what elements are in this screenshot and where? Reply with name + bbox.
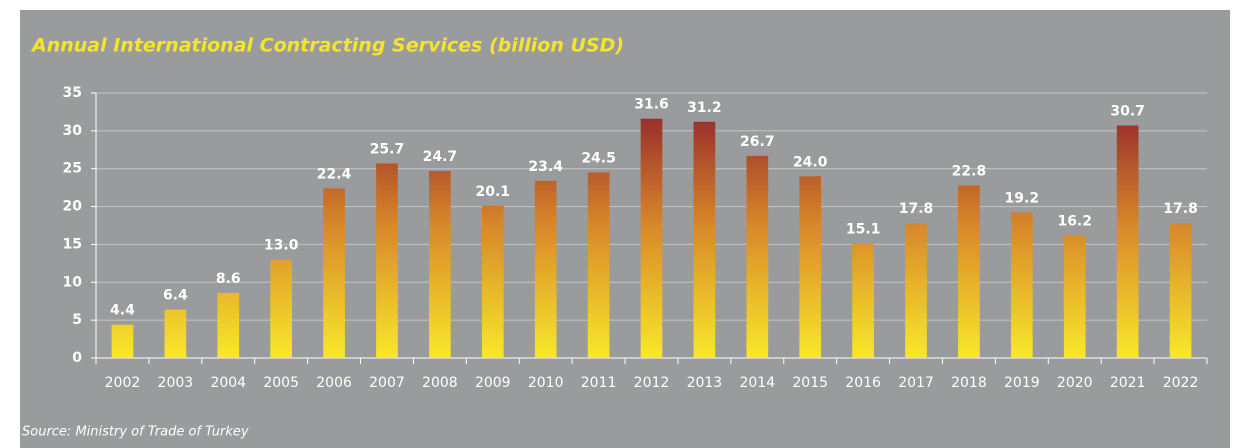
- bar: [852, 243, 874, 358]
- bar: [746, 155, 769, 358]
- bar: [693, 121, 716, 359]
- x-tick-label: 2010: [528, 375, 564, 391]
- source-note: Source: Ministry of Trade of Turkey: [22, 425, 249, 440]
- value-label: 24.0: [793, 154, 828, 170]
- value-label: 24.5: [581, 151, 616, 167]
- value-label: 16.2: [1057, 213, 1092, 229]
- bar: [111, 324, 134, 358]
- x-tick-label: 2007: [369, 375, 405, 391]
- x-tick-label: 2012: [634, 375, 670, 391]
- value-label: 15.1: [846, 222, 881, 238]
- bar: [376, 163, 398, 358]
- value-label: 13.0: [264, 238, 299, 254]
- y-tick-label: 20: [63, 199, 83, 215]
- panel: [20, 10, 1230, 448]
- bar: [587, 172, 610, 358]
- value-label: 6.4: [163, 288, 188, 304]
- y-tick-label: 35: [63, 85, 82, 101]
- y-tick-label: 30: [63, 123, 83, 139]
- bar: [640, 118, 663, 358]
- bar: [164, 309, 187, 358]
- bar: [1063, 235, 1086, 358]
- bar: [217, 292, 240, 358]
- value-label: 31.2: [687, 100, 722, 116]
- bar: [1116, 125, 1139, 358]
- bar: [799, 176, 822, 358]
- bar: [958, 185, 980, 358]
- value-label: 25.7: [370, 141, 405, 157]
- y-tick-label: 10: [63, 274, 83, 290]
- x-tick-label: 2004: [210, 375, 246, 391]
- x-tick-label: 2014: [739, 375, 775, 391]
- value-label: 23.4: [528, 159, 563, 175]
- value-label: 22.8: [952, 163, 987, 179]
- value-label: 26.7: [740, 134, 775, 150]
- bar: [905, 223, 927, 358]
- x-tick-label: 2022: [1163, 375, 1199, 391]
- x-tick-label: 2003: [158, 375, 194, 391]
- x-tick-label: 2013: [687, 375, 723, 391]
- x-tick-label: 2020: [1057, 375, 1093, 391]
- chart-title: Annual International Contracting Service…: [30, 35, 624, 57]
- bar: [323, 188, 345, 358]
- value-label: 4.4: [110, 303, 135, 319]
- y-tick-label: 25: [63, 161, 82, 177]
- x-tick-label: 2021: [1110, 375, 1146, 391]
- x-tick-label: 2002: [105, 375, 141, 391]
- value-label: 31.6: [634, 97, 669, 113]
- value-label: 24.7: [423, 149, 458, 165]
- x-tick-label: 2009: [475, 375, 511, 391]
- value-label: 17.8: [899, 201, 934, 217]
- y-tick-label: 5: [72, 312, 82, 328]
- y-tick-label: 15: [63, 236, 82, 252]
- x-tick-label: 2019: [1004, 375, 1040, 391]
- bar: [1010, 212, 1033, 358]
- bar: [429, 170, 451, 358]
- x-tick-label: 2006: [316, 375, 352, 391]
- value-label: 30.7: [1110, 104, 1145, 120]
- bar: [1169, 223, 1192, 358]
- x-tick-label: 2018: [951, 375, 987, 391]
- value-label: 22.4: [317, 166, 352, 182]
- bar: [481, 205, 504, 358]
- value-label: 19.2: [1005, 191, 1040, 207]
- x-tick-label: 2008: [422, 375, 458, 391]
- x-tick-label: 2015: [792, 375, 828, 391]
- x-tick-label: 2016: [845, 375, 881, 391]
- y-tick-label: 0: [72, 350, 82, 366]
- value-label: 20.1: [476, 184, 511, 200]
- bar: [534, 180, 557, 358]
- bar: [270, 259, 293, 358]
- x-tick-label: 2011: [581, 375, 617, 391]
- x-tick-label: 2005: [263, 375, 299, 391]
- value-label: 8.6: [216, 271, 241, 287]
- value-label: 17.8: [1163, 201, 1198, 217]
- x-tick-label: 2017: [898, 375, 934, 391]
